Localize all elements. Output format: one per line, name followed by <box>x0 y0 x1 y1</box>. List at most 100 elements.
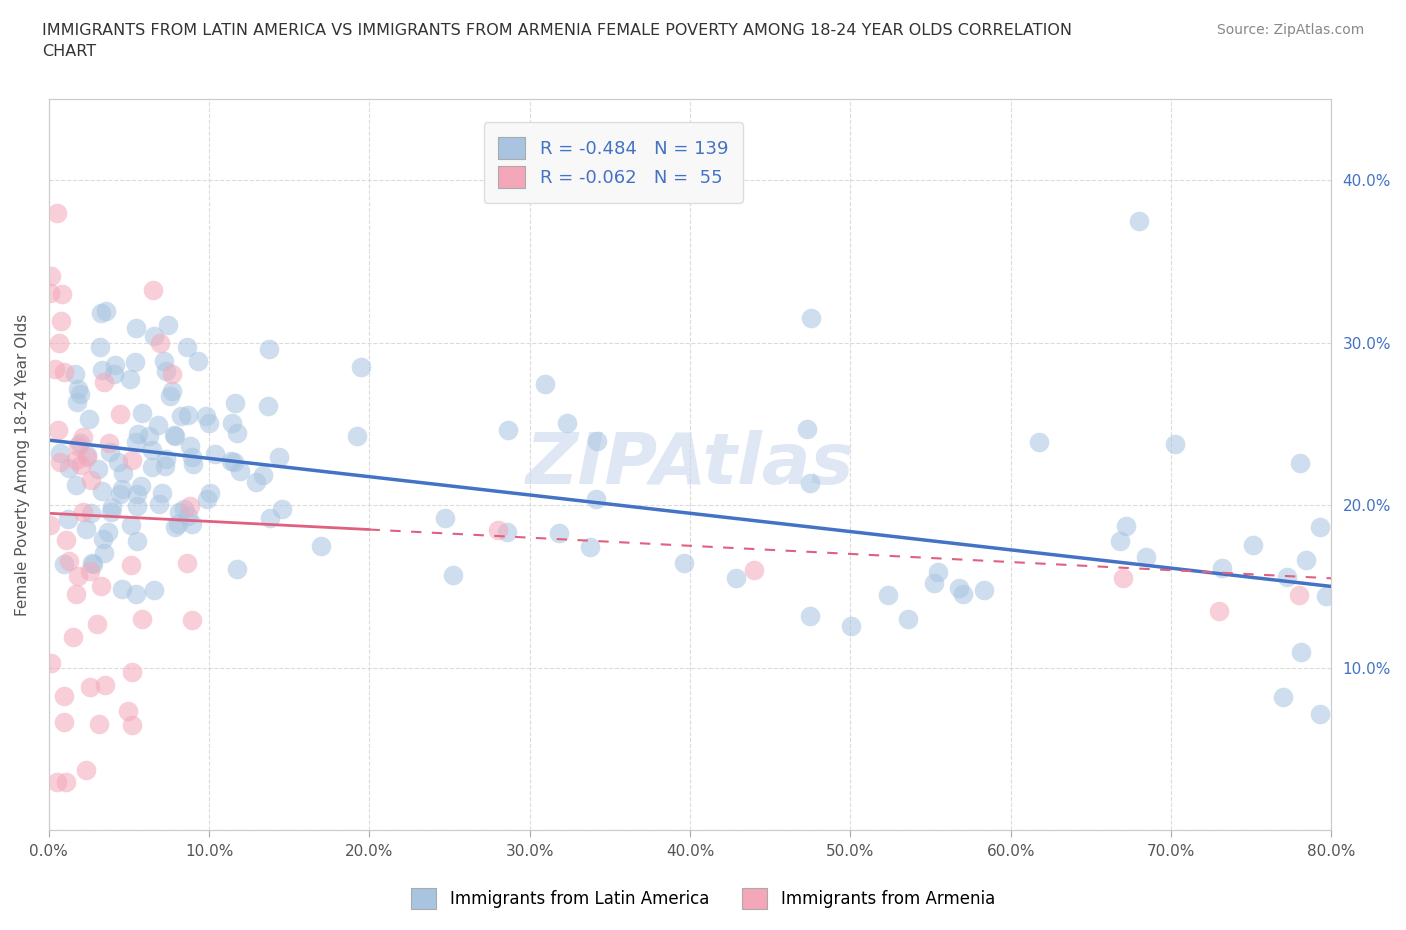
Point <box>181 456 204 471</box>
Point <box>127 486 149 501</box>
Point <box>107 454 129 469</box>
Point <box>91 363 114 378</box>
Point <box>197 416 219 431</box>
Point <box>163 520 186 535</box>
Point <box>69 436 91 451</box>
Point <box>1309 519 1331 534</box>
Point <box>1211 560 1233 575</box>
Point <box>131 612 153 627</box>
Point <box>585 491 607 506</box>
Point <box>350 360 373 375</box>
Point <box>48 336 70 351</box>
Text: Source: ZipAtlas.com: Source: ZipAtlas.com <box>1216 23 1364 37</box>
Point <box>72 430 94 445</box>
Point <box>142 283 165 298</box>
Point <box>153 353 176 368</box>
Point <box>922 576 945 591</box>
Point <box>111 482 134 497</box>
Point <box>76 450 98 465</box>
Point <box>176 508 198 523</box>
Point <box>271 501 294 516</box>
Point <box>222 455 245 470</box>
Point <box>796 421 818 436</box>
Point <box>952 587 974 602</box>
Point <box>800 311 823 325</box>
Point <box>155 451 177 466</box>
Point <box>1128 213 1150 228</box>
Point <box>927 565 949 579</box>
Point <box>141 443 163 458</box>
Point <box>80 472 103 487</box>
Point <box>39 269 62 284</box>
Point <box>82 555 104 570</box>
Point <box>44 362 66 377</box>
Point <box>176 555 198 570</box>
Point <box>150 485 173 500</box>
Point <box>1108 534 1130 549</box>
Point <box>121 453 143 468</box>
Point <box>1135 550 1157 565</box>
Point <box>162 427 184 442</box>
Point <box>259 511 281 525</box>
Point <box>69 387 91 402</box>
Point <box>62 630 84 644</box>
Point <box>118 371 141 386</box>
Point <box>86 617 108 631</box>
Point <box>103 366 125 381</box>
Point <box>58 460 80 475</box>
Point <box>252 468 274 483</box>
Point <box>179 498 201 513</box>
Point <box>69 458 91 472</box>
Point <box>245 474 267 489</box>
Point <box>1208 604 1230 618</box>
Point <box>55 533 77 548</box>
Point <box>48 455 70 470</box>
Point <box>87 716 110 731</box>
Point <box>143 328 166 343</box>
Point <box>309 538 332 553</box>
Point <box>1164 437 1187 452</box>
Point <box>111 582 134 597</box>
Point <box>127 498 149 513</box>
Point <box>53 365 76 379</box>
Point <box>121 665 143 680</box>
Point <box>143 583 166 598</box>
Point <box>1289 645 1312 660</box>
Point <box>129 478 152 493</box>
Point <box>98 435 121 450</box>
Point <box>159 389 181 404</box>
Point <box>176 339 198 354</box>
Point <box>91 532 114 547</box>
Point <box>104 358 127 373</box>
Point <box>108 486 131 501</box>
Point <box>110 407 132 422</box>
Point <box>724 571 747 586</box>
Point <box>53 688 76 703</box>
Point <box>173 502 195 517</box>
Text: IMMIGRANTS FROM LATIN AMERICA VS IMMIGRANTS FROM ARMENIA FEMALE POVERTY AMONG 18: IMMIGRANTS FROM LATIN AMERICA VS IMMIGRA… <box>42 23 1073 60</box>
Point <box>91 483 114 498</box>
Point <box>181 517 204 532</box>
Point <box>120 558 142 573</box>
Point <box>82 556 104 571</box>
Point <box>219 453 242 468</box>
Point <box>65 478 87 493</box>
Point <box>163 429 186 444</box>
Point <box>124 587 146 602</box>
Point <box>1289 456 1312 471</box>
Y-axis label: Female Poverty Among 18-24 Year Olds: Female Poverty Among 18-24 Year Olds <box>15 313 30 616</box>
Point <box>579 539 602 554</box>
Point <box>228 464 250 479</box>
Point <box>200 486 222 501</box>
Point <box>742 563 765 578</box>
Point <box>77 412 100 427</box>
Point <box>51 313 73 328</box>
Point <box>79 679 101 694</box>
Point <box>111 465 134 480</box>
Point <box>1115 519 1137 534</box>
Point <box>117 703 139 718</box>
Point <box>98 445 121 459</box>
Point <box>53 714 76 729</box>
Point <box>841 618 863 633</box>
Point <box>486 522 509 537</box>
